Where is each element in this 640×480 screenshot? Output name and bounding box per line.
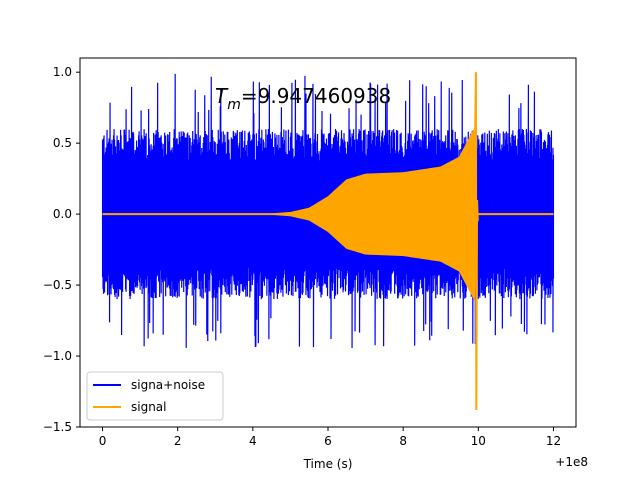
tm-annotation-symbol: T bbox=[215, 84, 229, 108]
x-tick-label: 4 bbox=[249, 434, 257, 448]
tm-annotation-subscript: m bbox=[227, 97, 241, 113]
tm-annotation-value: =9.947460938 bbox=[241, 84, 391, 108]
y-tick-label: −0.5 bbox=[43, 278, 72, 292]
y-tick-label: −1.5 bbox=[43, 420, 72, 434]
y-tick-label: 0.0 bbox=[53, 207, 72, 221]
series-signal-spike bbox=[474, 72, 479, 410]
x-tick-label: 10 bbox=[471, 434, 486, 448]
x-offset-label: +1e8 bbox=[555, 455, 588, 469]
y-tick-label: −1.0 bbox=[43, 349, 72, 363]
legend: signa+noise signal bbox=[86, 371, 224, 421]
tm-annotation: Tm=9.947460938 bbox=[215, 84, 391, 113]
x-tick-label: 2 bbox=[174, 434, 182, 448]
axes: 0 2 4 6 8 10 12 −1.5 −1.0 −0.5 0.0 0.5 1.0 bbox=[43, 57, 577, 448]
x-tick-label: 0 bbox=[99, 434, 107, 448]
x-tick-label: 8 bbox=[399, 434, 407, 448]
y-tick-label: 1.0 bbox=[53, 65, 72, 79]
legend-label-signal-noise: signa+noise bbox=[131, 378, 205, 392]
x-tick-label: 12 bbox=[546, 434, 561, 448]
legend-label-signal: signal bbox=[131, 400, 167, 414]
y-tick-label: 0.5 bbox=[53, 136, 72, 150]
plot-area bbox=[101, 72, 555, 410]
x-axis-label: Time (s) bbox=[303, 457, 353, 471]
x-tick-label: 6 bbox=[324, 434, 332, 448]
